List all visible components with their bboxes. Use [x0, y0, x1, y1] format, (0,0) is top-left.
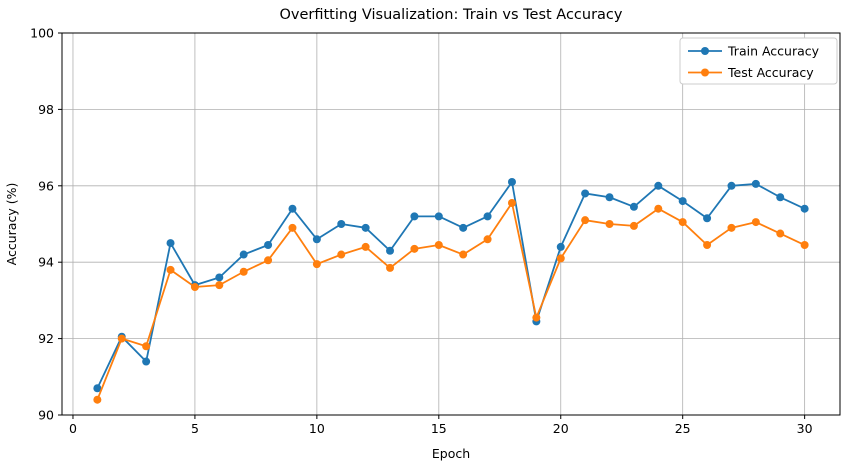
test-data-point	[605, 220, 614, 228]
test-data-point	[239, 267, 248, 276]
y-tick-label: 96	[38, 178, 54, 193]
train-data-point	[459, 223, 468, 232]
legend-item-label: Test Accuracy	[727, 65, 814, 80]
train-data-point	[556, 242, 565, 251]
legend-marker-sample	[701, 68, 709, 77]
legend-item-label: Train Accuracy	[727, 44, 820, 59]
legend-marker-sample	[701, 47, 709, 55]
train-data-point	[751, 179, 760, 188]
train-data-point	[727, 181, 736, 190]
test-data-point	[361, 242, 370, 251]
x-tick-label: 15	[431, 421, 447, 436]
chart-title: Overfitting Visualization: Train vs Test…	[279, 7, 622, 23]
x-tick-label: 30	[797, 421, 813, 436]
train-data-point	[264, 241, 273, 250]
test-data-point	[556, 254, 565, 263]
x-tick-label: 10	[309, 421, 325, 436]
y-tick-label: 90	[38, 408, 54, 423]
train-data-point	[703, 214, 712, 223]
train-data-point	[93, 384, 102, 393]
train-data-point	[629, 202, 638, 211]
test-data-point	[483, 235, 492, 244]
test-data-point	[337, 250, 346, 259]
grid-layer	[62, 32, 840, 416]
series-layer	[93, 177, 809, 404]
test-data-point	[629, 221, 638, 230]
x-tick-label: 25	[675, 421, 691, 436]
plot-border	[61, 32, 841, 416]
train-data-point	[337, 220, 346, 228]
x-axis-label: Epoch	[432, 446, 470, 461]
test-data-point	[142, 342, 151, 351]
train-data-point	[386, 246, 395, 255]
test-data-point	[190, 283, 199, 292]
test-data-point	[800, 241, 809, 250]
test-data-point	[93, 395, 102, 404]
axes-layer: 0 5 10 15 20 25 30 90 92 94 96 98 100	[30, 26, 841, 436]
train-accuracy-line	[96, 181, 806, 389]
train-data-point	[678, 197, 687, 206]
train-data-point	[312, 235, 321, 244]
test-data-point	[459, 250, 468, 259]
test-data-point	[166, 265, 175, 274]
test-data-point	[776, 229, 785, 238]
train-data-point	[654, 181, 663, 190]
train-data-point	[410, 212, 419, 221]
train-data-point	[800, 204, 809, 213]
train-data-point	[288, 204, 297, 213]
test-data-point	[410, 244, 419, 253]
train-data-point	[434, 212, 443, 221]
test-data-point	[312, 260, 321, 269]
train-data-point	[483, 212, 492, 221]
train-data-point	[215, 273, 224, 282]
train-data-point	[142, 357, 151, 366]
train-data-point	[239, 250, 248, 259]
train-data-point	[507, 177, 516, 186]
y-tick-label: 94	[38, 255, 54, 270]
train-data-point	[776, 193, 785, 202]
test-data-point	[386, 263, 395, 272]
test-data-point	[264, 256, 273, 265]
test-data-point	[703, 241, 712, 250]
train-data-point	[581, 189, 590, 198]
y-tick-label: 98	[38, 102, 54, 117]
x-tick-label: 20	[553, 421, 569, 436]
test-data-point	[581, 216, 590, 225]
train-data-point	[361, 223, 370, 232]
test-data-point	[117, 334, 126, 343]
legend-box: Train Accuracy Test Accuracy	[679, 37, 838, 85]
x-tick-label: 0	[69, 421, 77, 436]
test-data-point	[215, 281, 224, 290]
test-data-point	[727, 223, 736, 232]
test-data-point	[678, 218, 687, 227]
test-data-point	[654, 204, 663, 213]
y-axis-label: Accuracy (%)	[4, 183, 19, 266]
x-tick-label: 5	[191, 421, 199, 436]
test-data-point	[434, 241, 443, 250]
test-data-point	[751, 218, 760, 227]
y-tick-label: 100	[30, 26, 54, 41]
test-data-point	[532, 313, 541, 322]
train-data-point	[605, 193, 614, 202]
test-accuracy-line	[96, 202, 806, 401]
y-tick-label: 92	[38, 331, 54, 346]
train-data-point	[166, 239, 175, 248]
test-data-point	[288, 223, 297, 232]
test-data-point	[507, 198, 516, 207]
